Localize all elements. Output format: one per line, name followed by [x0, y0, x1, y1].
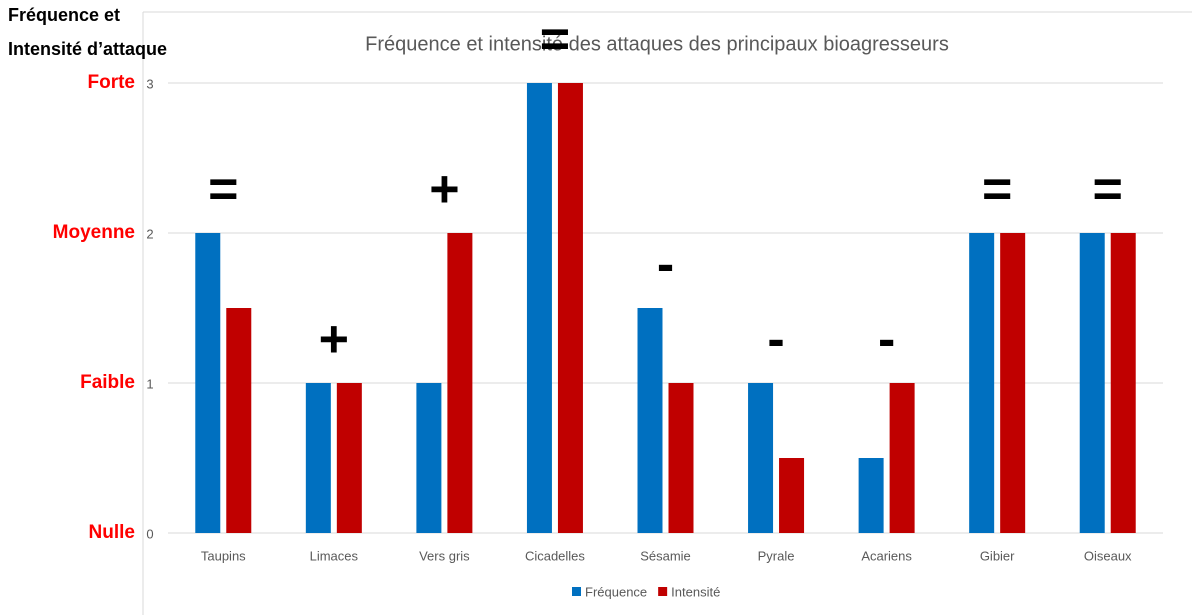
x-tick-label: Taupins	[201, 548, 246, 563]
annotation: -	[657, 236, 674, 294]
bar	[336, 383, 362, 533]
y-tick-label: 3	[146, 76, 153, 91]
bar	[447, 233, 473, 533]
x-tick-label: Vers gris	[419, 548, 470, 563]
bar	[889, 383, 915, 533]
annotation: -	[767, 311, 784, 369]
x-tick-label: Gibier	[980, 548, 1015, 563]
y-level-name: Moyenne	[53, 222, 135, 243]
legend-swatch	[658, 587, 668, 596]
legend-label: Intensité	[671, 584, 720, 599]
x-tick-label: Acariens	[861, 548, 912, 563]
x-tick-label: Sésamie	[640, 548, 691, 563]
y-tick-label: 2	[146, 226, 153, 241]
bar	[858, 458, 884, 533]
bar	[416, 383, 442, 533]
y-tick-label: 1	[146, 376, 153, 391]
x-tick-label: Cicadelles	[525, 548, 585, 563]
bar	[305, 383, 331, 533]
y-axis-title: Fréquence et	[8, 5, 120, 25]
x-tick-label: Oiseaux	[1084, 548, 1132, 563]
bar	[1110, 233, 1136, 533]
bar	[1079, 233, 1105, 533]
y-level-name: Forte	[88, 72, 136, 93]
bar	[195, 233, 221, 533]
bar	[969, 233, 995, 533]
x-tick-label: Pyrale	[758, 548, 795, 563]
annotation: +	[429, 161, 459, 219]
chart-title: Fréquence et intensité des attaques des …	[365, 33, 949, 55]
y-tick-label: 0	[146, 526, 153, 541]
bar	[226, 308, 252, 533]
bar	[526, 83, 552, 533]
bar	[1000, 233, 1026, 533]
bar	[668, 383, 694, 533]
legend-swatch	[572, 587, 581, 596]
annotation: -	[878, 311, 895, 369]
annotation: +	[319, 311, 349, 369]
legend-label: Fréquence	[585, 584, 647, 599]
annotation: =	[982, 161, 1012, 219]
bar	[748, 383, 774, 533]
bar	[637, 308, 663, 533]
annotation: =	[1093, 161, 1123, 219]
bar	[779, 458, 805, 533]
x-tick-label: Limaces	[310, 548, 359, 563]
y-level-name: Faible	[80, 372, 135, 393]
annotation: =	[540, 11, 570, 69]
annotation: =	[208, 161, 238, 219]
y-level-name: Nulle	[89, 522, 135, 543]
y-axis-title: Intensité d’attaque	[8, 39, 167, 59]
bar	[557, 83, 583, 533]
